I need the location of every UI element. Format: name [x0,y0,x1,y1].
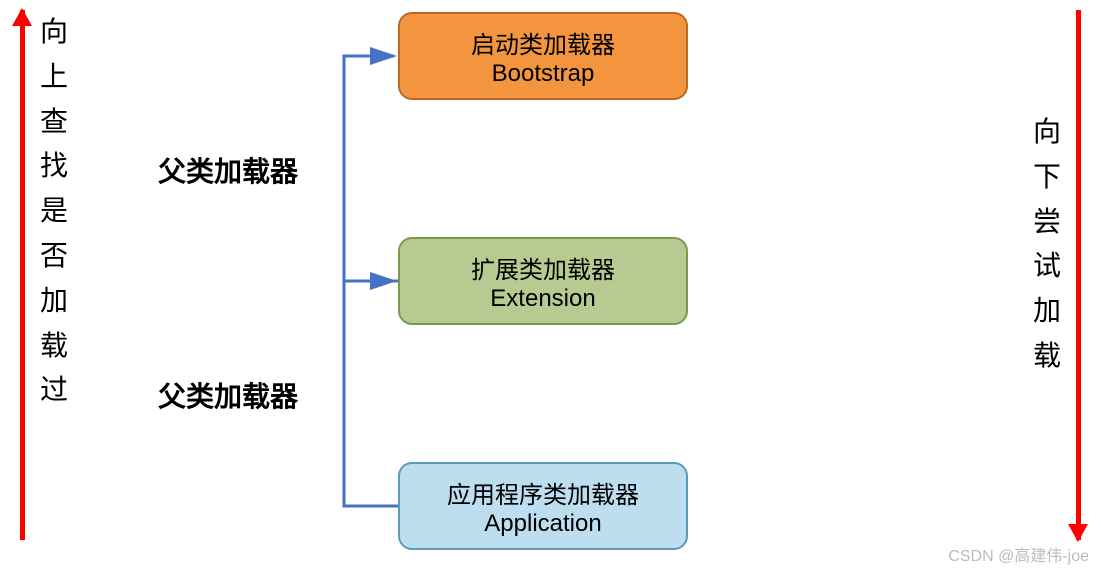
node-title-en: Application [484,510,601,538]
watermark: CSDN @高建伟-joe [948,542,1089,566]
node-title-cn: 应用程序类加载器 [447,475,639,510]
char: 加 [40,279,68,324]
connector-ext-to-boot [340,56,400,281]
left-annotation: 向 上 查 找 是 否 加 载 过 [20,10,83,540]
char: 载 [1033,334,1061,379]
char: 找 [40,144,68,189]
arrow-up-icon [20,10,25,540]
char: 过 [40,368,68,413]
char: 是 [40,189,68,234]
edge-label-2: 父类加载器 [158,375,298,415]
node-application: 应用程序类加载器 Application [398,462,688,550]
node-title-en: Extension [490,285,595,313]
char: 向 [40,10,68,55]
char: 向 [1033,110,1061,155]
node-title-cn: 启动类加载器 [471,25,615,60]
node-title-en: Bootstrap [492,60,595,88]
node-extension: 扩展类加载器 Extension [398,237,688,325]
node-bootstrap: 启动类加载器 Bootstrap [398,12,688,100]
char: 试 [1033,244,1061,289]
char: 下 [1033,155,1061,200]
char: 上 [40,55,68,100]
right-vertical-text: 向 下 尝 试 加 载 [1033,110,1061,379]
node-title-cn: 扩展类加载器 [471,250,615,285]
edge-label-1: 父类加载器 [158,150,298,190]
right-annotation: 向 下 尝 试 加 载 [1018,10,1081,540]
char: 载 [40,324,68,369]
connector-app-to-ext [340,281,400,506]
char: 尝 [1033,200,1061,245]
arrow-down-icon [1076,10,1081,540]
left-vertical-text: 向 上 查 找 是 否 加 载 过 [40,10,68,413]
char: 否 [40,234,68,279]
char: 查 [40,100,68,145]
char: 加 [1033,289,1061,334]
